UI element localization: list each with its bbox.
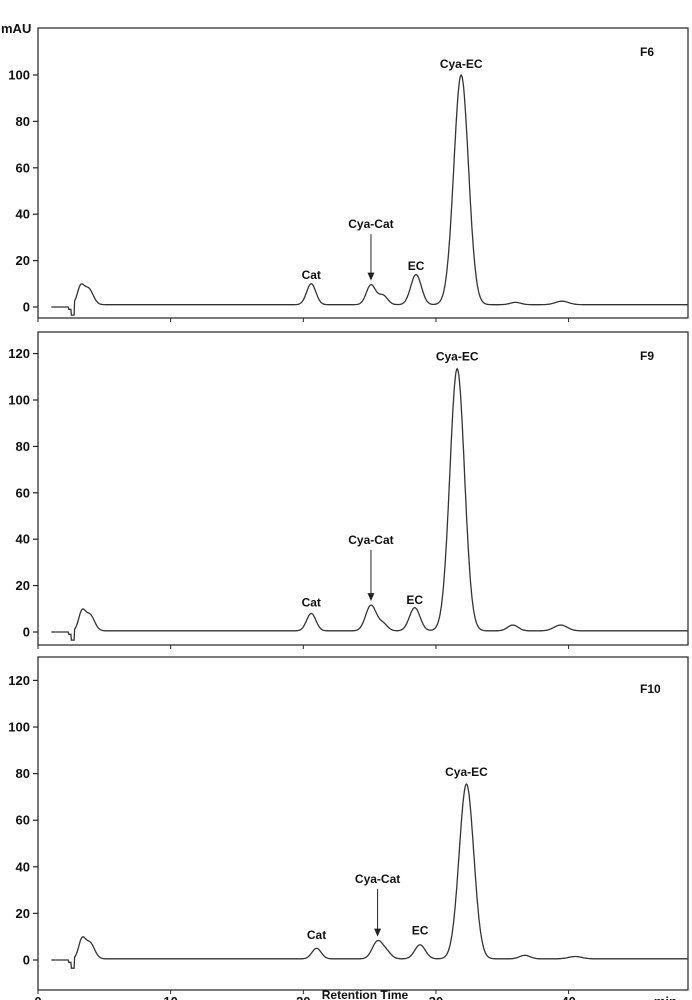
y-tick-label: 60 <box>16 813 30 828</box>
peak-label-ec: EC <box>408 259 425 273</box>
peak-label-cat: Cat <box>307 928 326 942</box>
x-axis-title: Retention Time <box>322 988 409 1000</box>
x-tick-label: 10 <box>163 994 177 1000</box>
y-tick-label: 20 <box>16 578 30 593</box>
y-tick-label: 60 <box>16 485 30 500</box>
y-tick-label: 80 <box>16 766 30 781</box>
y-tick-label: 120 <box>8 673 30 688</box>
x-tick-label: 0 <box>34 994 41 1000</box>
panel-f9: 0 20 40 60 80 100 120 Cat Cya-Cat EC Cya-EC F9 <box>8 331 689 649</box>
y-tick-label: 120 <box>8 346 30 361</box>
annotation-arrow-head <box>367 593 375 602</box>
y-tick-label: 40 <box>16 532 30 547</box>
panel-f10: 0 20 40 60 80 100 120 Cat Cya-Cat EC Cya-EC F10 0 10 2… <box>8 656 689 1000</box>
peak-label-cat: Cat <box>302 268 321 282</box>
y-tick-label: 20 <box>16 253 30 268</box>
peak-label-cat: Cat <box>302 595 321 609</box>
y-tick-label: 0 <box>23 625 30 640</box>
panel-label: F10 <box>640 682 661 696</box>
plot-frame <box>37 27 689 319</box>
annotation-arrow-head <box>367 272 375 281</box>
x-tick-label: 20 <box>296 994 310 1000</box>
y-tick-label: 40 <box>16 207 30 222</box>
peak-label-ec: EC <box>406 593 423 607</box>
y-tick-label: 100 <box>8 68 30 83</box>
y-unit-label: mAU <box>1 21 31 36</box>
chromatogram-trace <box>51 74 688 316</box>
x-tick-label: 30 <box>429 994 443 1000</box>
chromatogram-trace <box>51 367 688 641</box>
y-tick-label: 0 <box>23 953 30 968</box>
peak-label-cya-cat: Cya-Cat <box>348 217 393 231</box>
peak-label-ec: EC <box>412 923 429 937</box>
y-tick-label: 100 <box>8 720 30 735</box>
x-tick-label: 40 <box>561 994 575 1000</box>
panel-label: F6 <box>640 45 654 59</box>
peak-label-cya-ec: Cya-EC <box>445 765 488 779</box>
y-tick-label: 100 <box>8 393 30 408</box>
peak-label-cya-ec: Cya-EC <box>440 57 483 71</box>
x-unit-label: min <box>654 994 677 1000</box>
chromatogram-trace <box>51 783 688 969</box>
panel-label: F9 <box>640 349 654 363</box>
y-tick-label: 80 <box>16 439 30 454</box>
panel-f6: 0 20 40 60 80 100 mAU Cat Cya-Cat EC Cya-EC F6 <box>1 21 689 322</box>
y-tick-label: 40 <box>16 859 30 874</box>
y-tick-label: 20 <box>16 906 30 921</box>
plot-frame <box>37 656 689 991</box>
plot-frame <box>37 331 689 646</box>
y-tick-label: 80 <box>16 114 30 129</box>
peak-label-cya-cat: Cya-Cat <box>348 533 393 547</box>
peak-label-cya-ec: Cya-EC <box>436 350 479 364</box>
y-tick-label: 60 <box>16 160 30 175</box>
peak-label-cya-cat: Cya-Cat <box>355 872 400 886</box>
y-tick-label: 0 <box>23 300 30 315</box>
annotation-arrow-head <box>374 928 382 937</box>
